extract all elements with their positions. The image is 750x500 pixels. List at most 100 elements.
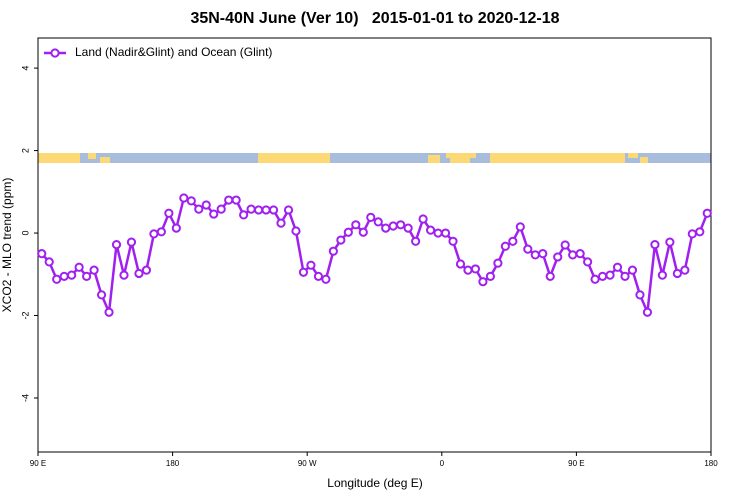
point bbox=[403, 223, 413, 233]
point bbox=[455, 259, 466, 269]
point bbox=[508, 236, 518, 246]
point bbox=[433, 228, 443, 238]
point bbox=[276, 218, 286, 228]
point bbox=[59, 271, 69, 281]
point bbox=[620, 271, 630, 281]
x-tick-label: 90 E bbox=[30, 459, 46, 468]
point bbox=[126, 237, 137, 247]
point bbox=[82, 271, 92, 281]
point bbox=[695, 227, 705, 237]
point bbox=[665, 237, 675, 247]
point bbox=[493, 258, 503, 268]
y-tick-label: 4 bbox=[20, 66, 30, 71]
x-tick-label: 90 W bbox=[298, 459, 317, 468]
point bbox=[515, 222, 525, 232]
point bbox=[538, 249, 548, 259]
point bbox=[373, 217, 383, 227]
point bbox=[201, 200, 211, 210]
point bbox=[500, 241, 510, 251]
point bbox=[470, 264, 481, 274]
point bbox=[381, 223, 391, 233]
point bbox=[67, 270, 77, 280]
point bbox=[627, 265, 638, 275]
land-ocean-strip bbox=[38, 153, 711, 163]
point bbox=[687, 229, 697, 239]
point bbox=[418, 214, 428, 224]
point bbox=[291, 226, 301, 236]
point bbox=[523, 244, 533, 254]
point bbox=[44, 257, 54, 267]
point bbox=[224, 195, 234, 205]
point bbox=[411, 236, 421, 246]
point bbox=[366, 212, 376, 222]
point bbox=[209, 209, 219, 219]
point bbox=[672, 268, 682, 279]
point bbox=[590, 274, 600, 284]
x-tick-label: 180 bbox=[704, 459, 718, 468]
point bbox=[74, 262, 84, 272]
point bbox=[358, 227, 368, 237]
point bbox=[171, 223, 181, 233]
point bbox=[530, 250, 540, 260]
point bbox=[351, 220, 361, 230]
point bbox=[179, 193, 189, 203]
point bbox=[164, 208, 174, 218]
point bbox=[605, 270, 615, 280]
point bbox=[111, 239, 122, 250]
legend-marker bbox=[50, 48, 60, 58]
point bbox=[568, 250, 578, 260]
point bbox=[448, 236, 458, 246]
chart-title: 35N-40N June (Ver 10) 2015-01-01 to 2020… bbox=[190, 10, 559, 27]
point bbox=[216, 204, 226, 214]
point bbox=[635, 290, 645, 300]
point bbox=[141, 265, 152, 275]
point bbox=[283, 205, 294, 215]
point bbox=[396, 220, 406, 230]
point bbox=[134, 268, 144, 279]
y-tick-label: 0 bbox=[20, 231, 30, 236]
point bbox=[343, 227, 353, 237]
point bbox=[89, 265, 99, 275]
point bbox=[37, 249, 47, 259]
point bbox=[306, 260, 316, 270]
point bbox=[583, 257, 593, 267]
point bbox=[463, 265, 473, 275]
point bbox=[597, 271, 608, 281]
point bbox=[246, 204, 256, 214]
point bbox=[336, 235, 346, 245]
point bbox=[194, 204, 204, 214]
point bbox=[545, 271, 555, 281]
point bbox=[52, 274, 62, 284]
point bbox=[553, 252, 563, 262]
point bbox=[149, 229, 159, 239]
point bbox=[650, 239, 660, 250]
point bbox=[575, 249, 585, 259]
point bbox=[485, 271, 496, 281]
point bbox=[231, 195, 241, 205]
x-tick-label: 180 bbox=[166, 459, 180, 468]
point bbox=[156, 227, 166, 237]
point bbox=[253, 205, 264, 215]
point bbox=[104, 307, 114, 317]
point bbox=[328, 246, 338, 256]
point bbox=[268, 205, 279, 215]
point bbox=[298, 267, 309, 277]
y-axis-label: XCO2 - MLO trend (ppm) bbox=[0, 178, 14, 313]
point bbox=[388, 221, 398, 231]
legend-label: Land (Nadir&Glint) and Ocean (Glint) bbox=[75, 45, 272, 59]
point bbox=[680, 265, 690, 275]
x-tick-label: 90 E bbox=[568, 459, 584, 468]
point bbox=[239, 210, 249, 220]
point bbox=[702, 208, 712, 218]
point bbox=[313, 271, 324, 281]
point bbox=[321, 274, 331, 284]
point bbox=[642, 307, 653, 317]
point bbox=[612, 262, 623, 272]
y-tick-label: -2 bbox=[20, 312, 30, 320]
point bbox=[186, 196, 196, 206]
point bbox=[560, 240, 570, 250]
point bbox=[440, 228, 451, 238]
point bbox=[96, 290, 107, 300]
plot-frame bbox=[37, 37, 712, 453]
